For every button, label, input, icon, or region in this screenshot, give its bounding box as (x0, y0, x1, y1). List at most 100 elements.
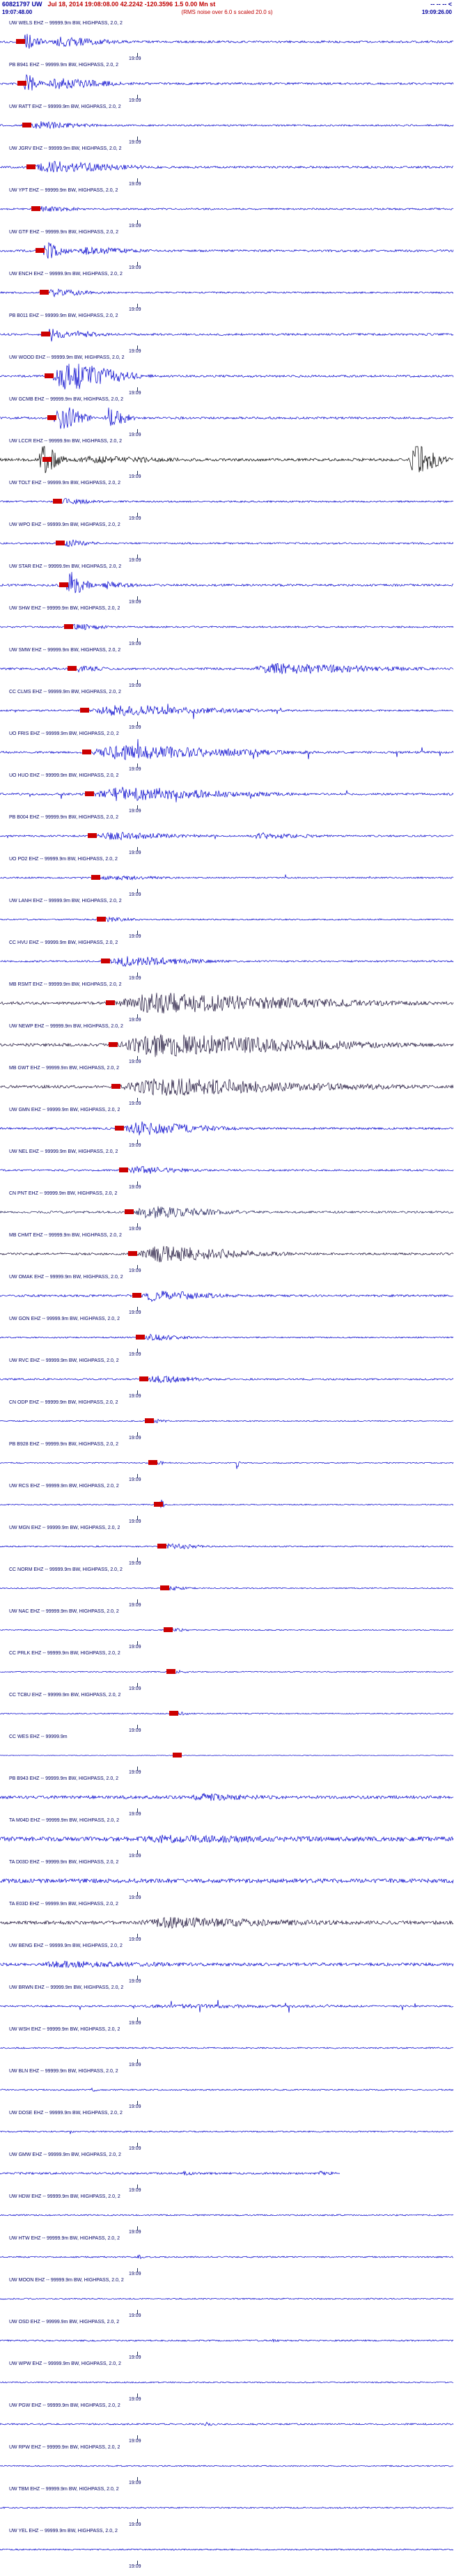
trace-row[interactable]: TA M04D EHZ -- 99999.9m BW, HIGHPASS, 2.… (0, 1818, 454, 1860)
trace-row[interactable]: UW PGW EHZ -- 99999.9m BW, HIGHPASS, 2.0… (0, 2403, 454, 2445)
pick-marker[interactable] (145, 1418, 154, 1423)
trace-row[interactable]: UW MOON EHZ -- 99999.9m BW, HIGHPASS, 2.… (0, 2278, 454, 2320)
trace-row[interactable]: MB RSMT EHZ -- 99999.9m BW, HIGHPASS, 2.… (0, 982, 454, 1024)
pick-marker[interactable] (41, 332, 50, 336)
pick-marker[interactable] (16, 39, 25, 44)
trace-row[interactable]: PB B011 EHZ -- 99999.9m BW, HIGHPASS, 2.… (0, 313, 454, 355)
pick-marker[interactable] (45, 373, 54, 378)
trace-row[interactable]: UW STAR EHZ -- 99999.9m BW, HIGHPASS, 2.… (0, 564, 454, 606)
pick-marker[interactable] (125, 1209, 134, 1214)
pick-marker[interactable] (88, 833, 97, 838)
trace-row[interactable]: UO HUO EHZ -- 99999.9m BW, HIGHPASS, 2.0… (0, 773, 454, 815)
pick-marker[interactable] (17, 81, 26, 86)
trace-row[interactable]: CC NORM EHZ -- 99999.9m BW, HIGHPASS, 2.… (0, 1567, 454, 1609)
trace-row[interactable]: UW BLN EHZ -- 99999.9m BW, HIGHPASS, 2.0… (0, 2069, 454, 2111)
pick-marker[interactable] (36, 248, 45, 253)
trace-row[interactable]: UW LCCR EHZ -- 99999.9m BW, HIGHPASS, 2.… (0, 439, 454, 481)
trace-row[interactable]: TA D03D EHZ -- 99999.9m BW, HIGHPASS, 2.… (0, 1860, 454, 1902)
trace-row[interactable]: UW OSD EHZ -- 99999.9m BW, HIGHPASS, 2.0… (0, 2320, 454, 2361)
pick-marker[interactable] (42, 457, 52, 462)
pick-marker[interactable] (132, 1293, 141, 1298)
trace-row[interactable]: UW HDW EHZ -- 99999.9m BW, HIGHPASS, 2.0… (0, 2194, 454, 2236)
pick-marker[interactable] (85, 791, 94, 796)
trace-row[interactable]: UW YEL EHZ -- 99999.9m BW, HIGHPASS, 2.0… (0, 2529, 454, 2570)
trace-row[interactable]: UW RPW EHZ -- 99999.9m BW, HIGHPASS, 2.0… (0, 2445, 454, 2487)
pick-marker[interactable] (119, 1167, 128, 1172)
trace-row[interactable]: UW ENCH EHZ -- 99999.9m BW, HIGHPASS, 2.… (0, 272, 454, 313)
pick-marker[interactable] (97, 917, 106, 922)
trace-row[interactable]: UW RVC EHZ -- 99999.9m BW, HIGHPASS, 2.0… (0, 1358, 454, 1400)
pick-marker[interactable] (40, 290, 49, 295)
pick-marker[interactable] (106, 1000, 115, 1005)
trace-row[interactable]: UW BRWN EHZ -- 99999.9m BW, HIGHPASS, 2.… (0, 1985, 454, 2027)
trace-row[interactable]: UW WELS EHZ -- 99999.9m BW, HIGHPASS, 2.… (0, 21, 454, 63)
pick-marker[interactable] (80, 708, 89, 713)
pick-marker[interactable] (101, 959, 110, 963)
trace-row[interactable]: CC WES EHZ -- 99999.9m 19:09 (0, 1735, 454, 1776)
trace-row[interactable]: PB B943 EHZ -- 99999.9m BW, HIGHPASS, 2.… (0, 1776, 454, 1818)
pick-marker[interactable] (111, 1084, 120, 1089)
trace-row[interactable]: PB B928 EHZ -- 99999.9m BW, HIGHPASS, 2.… (0, 1442, 454, 1484)
pick-marker[interactable] (115, 1126, 124, 1131)
trace-row[interactable]: UW GMN EHZ -- 99999.9m BW, HIGHPASS, 2.0… (0, 1108, 454, 1149)
trace-row[interactable]: CC PRLK EHZ -- 99999.9m BW, HIGHPASS, 2.… (0, 1651, 454, 1693)
pick-marker[interactable] (47, 415, 56, 420)
trace-row[interactable]: UW NEWP EHZ -- 99999.9m BW, HIGHPASS, 2.… (0, 1024, 454, 1066)
pick-marker[interactable] (68, 666, 77, 671)
trace-row[interactable]: UW GMW EHZ -- 99999.9m BW, HIGHPASS, 2.0… (0, 2152, 454, 2194)
trace-row[interactable]: UW HTW EHZ -- 99999.9m BW, HIGHPASS, 2.0… (0, 2236, 454, 2278)
pick-marker[interactable] (82, 750, 91, 754)
trace-row[interactable]: PB B004 EHZ -- 99999.9m BW, HIGHPASS, 2.… (0, 815, 454, 857)
pick-marker[interactable] (64, 624, 73, 629)
trace-row[interactable]: CN PNT EHZ -- 99999.9m BW, HIGHPASS, 2.0… (0, 1191, 454, 1233)
trace-row[interactable]: UW BENG EHZ -- 99999.9m BW, HIGHPASS, 2.… (0, 1943, 454, 1985)
pick-marker[interactable] (26, 164, 36, 169)
pick-marker[interactable] (59, 582, 68, 587)
trace-row[interactable]: UW SMW EHZ -- 99999.9m BW, HIGHPASS, 2.0… (0, 648, 454, 690)
pick-marker[interactable] (22, 123, 31, 127)
trace-row[interactable]: CC HVU EHZ -- 99999.9m BW, HIGHPASS, 2.0… (0, 940, 454, 982)
trace-row[interactable]: CN ODP EHZ -- 99999.9m BW, HIGHPASS, 2.0… (0, 1400, 454, 1442)
nav-links[interactable]: -- -- -- < (430, 1, 452, 8)
trace-row[interactable]: UW RCS EHZ -- 99999.9m BW, HIGHPASS, 2.0… (0, 1484, 454, 1526)
trace-row[interactable]: UW RATT EHZ -- 99999.9m BW, HIGHPASS, 2.… (0, 104, 454, 146)
pick-marker[interactable] (148, 1460, 157, 1465)
trace-row[interactable]: UW TBM EHZ -- 99999.9m BW, HIGHPASS, 2.0… (0, 2487, 454, 2529)
pick-marker[interactable] (128, 1251, 137, 1256)
trace-row[interactable]: MB GWT EHZ -- 99999.9m BW, HIGHPASS, 2.0… (0, 1066, 454, 1108)
pick-marker[interactable] (166, 1669, 175, 1674)
trace-row[interactable]: UW WSH EHZ -- 99999.9m BW, HIGHPASS, 2.0… (0, 2027, 454, 2069)
trace-row[interactable]: UW DOSE EHZ -- 99999.9m BW, HIGHPASS, 2.… (0, 2111, 454, 2152)
pick-marker[interactable] (169, 1711, 178, 1716)
pick-marker[interactable] (109, 1042, 118, 1047)
trace-row[interactable]: CC TCBU EHZ -- 99999.9m BW, HIGHPASS, 2.… (0, 1693, 454, 1735)
trace-row[interactable]: UW NAC EHZ -- 99999.9m BW, HIGHPASS, 2.0… (0, 1609, 454, 1651)
pick-marker[interactable] (91, 875, 100, 880)
pick-marker[interactable] (157, 1544, 166, 1549)
trace-row[interactable]: UW WPW EHZ -- 99999.9m BW, HIGHPASS, 2.0… (0, 2361, 454, 2403)
trace-row[interactable]: UW WOOD EHZ -- 99999.9m BW, HIGHPASS, 2.… (0, 355, 454, 397)
trace-row[interactable]: UW JGRV EHZ -- 99999.9m BW, HIGHPASS, 2.… (0, 146, 454, 188)
pick-marker[interactable] (160, 1585, 169, 1590)
trace-row[interactable]: UW WPO EHZ -- 99999.9m BW, HIGHPASS, 2.0… (0, 522, 454, 564)
pick-marker[interactable] (53, 499, 62, 504)
trace-row[interactable]: UW OMAK EHZ -- 99999.9m BW, HIGHPASS, 2.… (0, 1275, 454, 1317)
trace-row[interactable]: UW YPT EHZ -- 99999.9m BW, HIGHPASS, 2.0… (0, 188, 454, 230)
trace-row[interactable]: CC CLMS EHZ -- 99999.9m BW, HIGHPASS, 2.… (0, 690, 454, 731)
pick-marker[interactable] (164, 1627, 173, 1632)
pick-marker[interactable] (136, 1335, 145, 1340)
trace-row[interactable]: TA E03D EHZ -- 99999.9m BW, HIGHPASS, 2.… (0, 1902, 454, 1943)
pick-marker[interactable] (173, 1753, 182, 1758)
trace-row[interactable]: MB CHMT EHZ -- 99999.9m BW, HIGHPASS, 2.… (0, 1233, 454, 1275)
pick-marker[interactable] (139, 1376, 148, 1381)
trace-row[interactable]: UW GCMB EHZ -- 99999.9m BW, HIGHPASS, 2.… (0, 397, 454, 439)
trace-row[interactable]: UW LANH EHZ -- 99999.9m BW, HIGHPASS, 2.… (0, 899, 454, 940)
trace-row[interactable]: UW MGN EHZ -- 99999.9m BW, HIGHPASS, 2.0… (0, 1526, 454, 1567)
trace-row[interactable]: UW TOLT EHZ -- 99999.9m BW, HIGHPASS, 2.… (0, 481, 454, 522)
trace-row[interactable]: UW GTF EHZ -- 99999.9m BW, HIGHPASS, 2.0… (0, 230, 454, 272)
pick-marker[interactable] (31, 206, 40, 211)
trace-row[interactable]: UW SHW EHZ -- 99999.9m BW, HIGHPASS, 2.0… (0, 606, 454, 648)
trace-row[interactable]: UW NEL EHZ -- 99999.9m BW, HIGHPASS, 2.0… (0, 1149, 454, 1191)
trace-row[interactable]: UW GON EHZ -- 99999.9m BW, HIGHPASS, 2.0… (0, 1317, 454, 1358)
trace-row[interactable]: UO PO2 EHZ -- 99999.9m BW, HIGHPASS, 2.0… (0, 857, 454, 899)
